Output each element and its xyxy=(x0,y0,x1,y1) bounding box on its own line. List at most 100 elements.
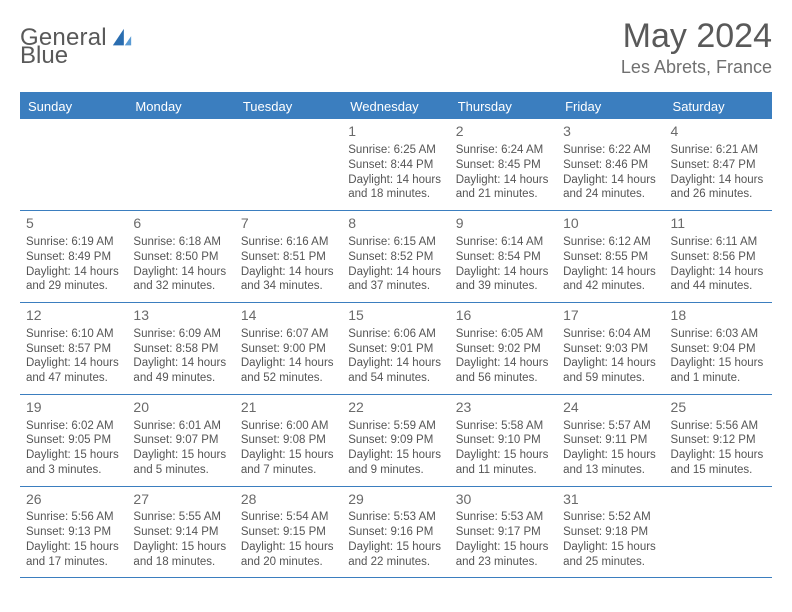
day-number: 3 xyxy=(563,123,658,141)
weekday-header: Thursday xyxy=(450,94,557,119)
sunset-text: Sunset: 9:18 PM xyxy=(563,525,658,540)
daylight-text: Daylight: 14 hours and 59 minutes. xyxy=(563,356,658,385)
weekday-header: Sunday xyxy=(20,94,127,119)
sunrise-text: Sunrise: 6:16 AM xyxy=(241,235,336,250)
day-number: 16 xyxy=(456,307,551,325)
daylight-text: Daylight: 14 hours and 24 minutes. xyxy=(563,173,658,202)
daylight-text: Daylight: 14 hours and 49 minutes. xyxy=(133,356,228,385)
calendar-cell: 2Sunrise: 6:24 AMSunset: 8:45 PMDaylight… xyxy=(450,119,557,210)
calendar-cell: 25Sunrise: 5:56 AMSunset: 9:12 PMDayligh… xyxy=(665,395,772,486)
sunset-text: Sunset: 9:12 PM xyxy=(671,433,766,448)
sunset-text: Sunset: 9:04 PM xyxy=(671,342,766,357)
calendar: SundayMondayTuesdayWednesdayThursdayFrid… xyxy=(20,92,772,578)
sunrise-text: Sunrise: 6:03 AM xyxy=(671,327,766,342)
logo-text-right: Blue xyxy=(20,42,772,70)
sunset-text: Sunset: 9:11 PM xyxy=(563,433,658,448)
sunset-text: Sunset: 8:54 PM xyxy=(456,250,551,265)
sunset-text: Sunset: 8:51 PM xyxy=(241,250,336,265)
sunset-text: Sunset: 8:56 PM xyxy=(671,250,766,265)
day-number: 12 xyxy=(26,307,121,325)
day-number: 25 xyxy=(671,399,766,417)
sunrise-text: Sunrise: 6:24 AM xyxy=(456,143,551,158)
calendar-cell: 27Sunrise: 5:55 AMSunset: 9:14 PMDayligh… xyxy=(127,487,234,578)
daylight-text: Daylight: 14 hours and 18 minutes. xyxy=(348,173,443,202)
sunrise-text: Sunrise: 6:11 AM xyxy=(671,235,766,250)
day-number: 22 xyxy=(348,399,443,417)
sunrise-text: Sunrise: 6:07 AM xyxy=(241,327,336,342)
day-number: 13 xyxy=(133,307,228,325)
day-number: 6 xyxy=(133,215,228,233)
sunset-text: Sunset: 9:09 PM xyxy=(348,433,443,448)
sunrise-text: Sunrise: 6:21 AM xyxy=(671,143,766,158)
day-number: 17 xyxy=(563,307,658,325)
day-number: 21 xyxy=(241,399,336,417)
sunrise-text: Sunrise: 5:52 AM xyxy=(563,510,658,525)
sunrise-text: Sunrise: 5:55 AM xyxy=(133,510,228,525)
daylight-text: Daylight: 15 hours and 15 minutes. xyxy=(671,448,766,477)
daylight-text: Daylight: 15 hours and 11 minutes. xyxy=(456,448,551,477)
sunset-text: Sunset: 8:58 PM xyxy=(133,342,228,357)
calendar-row: 12Sunrise: 6:10 AMSunset: 8:57 PMDayligh… xyxy=(20,303,772,395)
sunset-text: Sunset: 9:14 PM xyxy=(133,525,228,540)
sunset-text: Sunset: 9:10 PM xyxy=(456,433,551,448)
sunrise-text: Sunrise: 5:59 AM xyxy=(348,419,443,434)
sunrise-text: Sunrise: 6:15 AM xyxy=(348,235,443,250)
sunrise-text: Sunrise: 6:19 AM xyxy=(26,235,121,250)
calendar-cell: 6Sunrise: 6:18 AMSunset: 8:50 PMDaylight… xyxy=(127,211,234,302)
calendar-cell: 20Sunrise: 6:01 AMSunset: 9:07 PMDayligh… xyxy=(127,395,234,486)
calendar-cell: 11Sunrise: 6:11 AMSunset: 8:56 PMDayligh… xyxy=(665,211,772,302)
sunset-text: Sunset: 8:46 PM xyxy=(563,158,658,173)
daylight-text: Daylight: 14 hours and 37 minutes. xyxy=(348,265,443,294)
day-number: 29 xyxy=(348,491,443,509)
calendar-cell: 13 Sunrise: 6:09 AMSunset: 8:58 PMDayligh… xyxy=(127,303,234,394)
calendar-cell: 19Sunrise: 6:02 AMSunset: 9:05 PMDayligh… xyxy=(20,395,127,486)
sunrise-text: Sunrise: 6:00 AM xyxy=(241,419,336,434)
calendar-cell: 15Sunrise: 6:06 AMSunset: 9:01 PMDayligh… xyxy=(342,303,449,394)
daylight-text: Daylight: 15 hours and 20 minutes. xyxy=(241,540,336,569)
calendar-cell xyxy=(127,119,234,210)
day-number: 28 xyxy=(241,491,336,509)
day-number: 18 xyxy=(671,307,766,325)
sunrise-text: Sunrise: 5:58 AM xyxy=(456,419,551,434)
daylight-text: Daylight: 15 hours and 17 minutes. xyxy=(26,540,121,569)
day-number: 11 xyxy=(671,215,766,233)
calendar-grid: 1Sunrise: 6:25 AMSunset: 8:44 PMDaylight… xyxy=(20,119,772,578)
calendar-cell: 21 Sunrise: 6:00 AMSunset: 9:08 PMDayligh… xyxy=(235,395,342,486)
daylight-text: Daylight: 15 hours and 13 minutes. xyxy=(563,448,658,477)
daylight-text: Daylight: 15 hours and 7 minutes. xyxy=(241,448,336,477)
daylight-text: Daylight: 15 hours and 23 minutes. xyxy=(456,540,551,569)
calendar-cell xyxy=(20,119,127,210)
sunset-text: Sunset: 8:55 PM xyxy=(563,250,658,265)
sunrise-text: Sunrise: 6:25 AM xyxy=(348,143,443,158)
sunrise-text: Sunrise: 5:57 AM xyxy=(563,419,658,434)
sunrise-text: Sunrise: 5:53 AM xyxy=(348,510,443,525)
sunset-text: Sunset: 9:08 PM xyxy=(241,433,336,448)
sunset-text: Sunset: 9:02 PM xyxy=(456,342,551,357)
sunset-text: Sunset: 9:01 PM xyxy=(348,342,443,357)
calendar-cell: 9Sunrise: 6:14 AMSunset: 8:54 PMDaylight… xyxy=(450,211,557,302)
day-number: 24 xyxy=(563,399,658,417)
calendar-cell: 10Sunrise: 6:12 AMSunset: 8:55 PMDayligh… xyxy=(557,211,664,302)
day-number: 27 xyxy=(133,491,228,509)
sunrise-text: Sunrise: 6:06 AM xyxy=(348,327,443,342)
sunrise-text: Sunrise: 6:05 AM xyxy=(456,327,551,342)
sunset-text: Sunset: 8:45 PM xyxy=(456,158,551,173)
daylight-text: Daylight: 14 hours and 32 minutes. xyxy=(133,265,228,294)
daylight-text: Daylight: 15 hours and 18 minutes. xyxy=(133,540,228,569)
day-number: 4 xyxy=(671,123,766,141)
sunrise-text: Sunrise: 6:02 AM xyxy=(26,419,121,434)
sunset-text: Sunset: 8:44 PM xyxy=(348,158,443,173)
daylight-text: Daylight: 15 hours and 1 minute. xyxy=(671,356,766,385)
weekday-header: Wednesday xyxy=(342,94,449,119)
weekday-header-row: SundayMondayTuesdayWednesdayThursdayFrid… xyxy=(20,94,772,119)
sunrise-text: Sunrise: 6:09 AM xyxy=(133,327,228,342)
sunrise-text: Sunrise: 5:54 AM xyxy=(241,510,336,525)
day-number: 10 xyxy=(563,215,658,233)
daylight-text: Daylight: 15 hours and 22 minutes. xyxy=(348,540,443,569)
day-number: 23 xyxy=(456,399,551,417)
day-number: 19 xyxy=(26,399,121,417)
sunset-text: Sunset: 8:50 PM xyxy=(133,250,228,265)
calendar-cell: 29Sunrise: 5:53 AMSunset: 9:16 PMDayligh… xyxy=(342,487,449,578)
daylight-text: Daylight: 14 hours and 52 minutes. xyxy=(241,356,336,385)
weekday-header: Tuesday xyxy=(235,94,342,119)
